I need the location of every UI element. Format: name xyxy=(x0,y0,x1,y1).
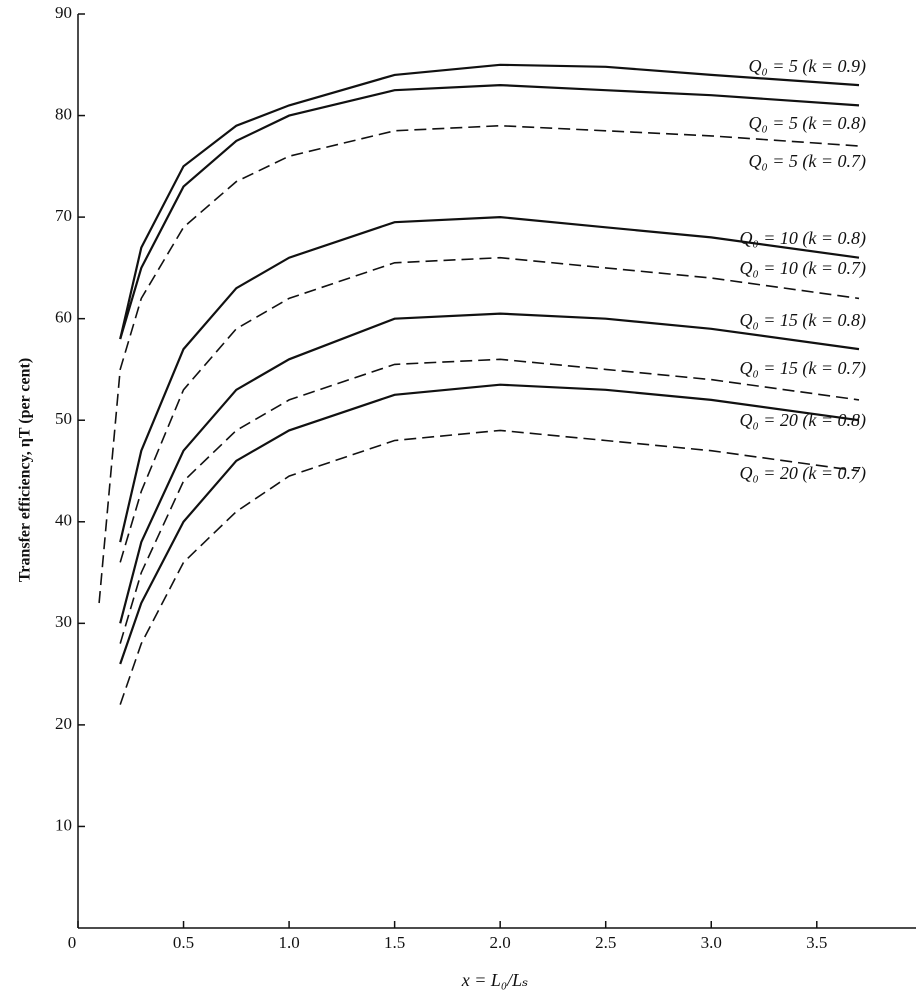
y-tick-label: 10 xyxy=(55,815,72,834)
x-tick-label: 2.5 xyxy=(595,933,616,952)
series-label: Q₀ = 5 (k = 0.9) xyxy=(748,56,866,77)
background xyxy=(0,0,916,997)
y-tick-label: 50 xyxy=(55,409,72,428)
series-label: Q₀ = 10 (k = 0.7) xyxy=(739,258,866,279)
y-tick-label: 60 xyxy=(55,308,72,327)
series-label: Q₀ = 5 (k = 0.8) xyxy=(748,113,866,134)
x-tick-label: 2.0 xyxy=(490,933,511,952)
series-label: Q₀ = 20 (k = 0.8) xyxy=(739,410,866,431)
series-label: Q₀ = 5 (k = 0.7) xyxy=(748,151,866,172)
y-tick-label: 90 xyxy=(55,3,72,22)
x-tick-label: 0.5 xyxy=(173,933,194,952)
page: Transfer efficiency, ηT (per cent) x = L… xyxy=(0,0,916,997)
series-label: Q₀ = 15 (k = 0.8) xyxy=(739,310,866,331)
x-tick-label: 1.5 xyxy=(384,933,405,952)
x-tick-label: 0 xyxy=(68,933,77,952)
y-tick-label: 70 xyxy=(55,206,72,225)
y-axis-label: Transfer efficiency, ηT (per cent) xyxy=(17,358,34,582)
y-tick-label: 30 xyxy=(55,612,72,631)
x-tick-label: 3.5 xyxy=(806,933,827,952)
x-tick-label: 1.0 xyxy=(278,933,299,952)
y-tick-label: 20 xyxy=(55,714,72,733)
series-label: Q₀ = 20 (k = 0.7) xyxy=(739,463,866,484)
chart: Transfer efficiency, ηT (per cent) x = L… xyxy=(0,0,916,997)
series-label: Q₀ = 15 (k = 0.7) xyxy=(739,358,866,379)
x-axis-label: x = L₀/Lₛ xyxy=(461,970,528,990)
y-tick-label: 40 xyxy=(55,511,72,530)
y-tick-label: 80 xyxy=(55,104,72,123)
x-tick-label: 3.0 xyxy=(701,933,722,952)
series-label: Q₀ = 10 (k = 0.8) xyxy=(739,228,866,249)
